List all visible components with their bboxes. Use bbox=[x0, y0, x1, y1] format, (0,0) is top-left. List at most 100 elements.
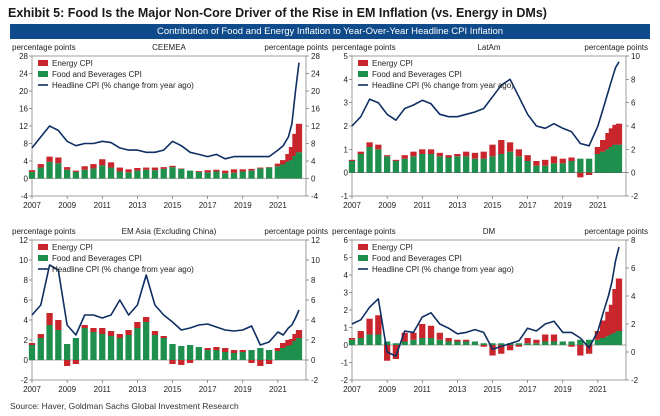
energy-bar bbox=[357, 331, 364, 338]
left-tick-label: 12 bbox=[19, 236, 28, 245]
right-tick-label: 24 bbox=[311, 70, 320, 79]
right-tick-label: 8 bbox=[311, 276, 316, 285]
x-tick-label: 2013 bbox=[448, 385, 466, 394]
legend-label-headline: Headline CPI (% change from year ago) bbox=[52, 81, 194, 90]
food-bar bbox=[348, 161, 356, 173]
food-bar bbox=[186, 345, 194, 360]
food-bar bbox=[72, 171, 80, 179]
food-bar bbox=[280, 164, 287, 179]
legend-label-energy: Energy CPI bbox=[52, 243, 93, 252]
energy-bar bbox=[81, 166, 88, 170]
legend-label-headline: Headline CPI (% change from year ago) bbox=[52, 265, 194, 274]
left-tick-label: -1 bbox=[341, 359, 349, 368]
food-bar bbox=[585, 339, 593, 345]
x-tick-label: 2017 bbox=[199, 201, 217, 210]
energy-bar bbox=[116, 167, 123, 172]
food-bar bbox=[615, 331, 623, 345]
energy-bar bbox=[125, 330, 132, 335]
energy-bar bbox=[533, 339, 540, 344]
right-tick-label: 4 bbox=[311, 157, 316, 166]
headline-cpi-line bbox=[31, 62, 300, 160]
energy-bar bbox=[143, 167, 150, 170]
food-bar bbox=[366, 334, 373, 345]
food-bar bbox=[357, 154, 364, 173]
left-tick-label: 8 bbox=[24, 140, 29, 149]
energy-bar bbox=[169, 165, 176, 168]
food-bar bbox=[107, 336, 115, 360]
food-bar bbox=[568, 341, 575, 345]
food-bar bbox=[498, 154, 505, 173]
left-tick-label: -1 bbox=[341, 192, 349, 201]
energy-bar bbox=[585, 345, 593, 354]
food-bar bbox=[292, 341, 299, 360]
food-bar bbox=[392, 161, 400, 173]
energy-bar bbox=[28, 343, 36, 345]
right-tick-label: -2 bbox=[631, 376, 639, 385]
energy-bar bbox=[454, 154, 461, 157]
panel-em-asia: EM Asia (Excluding China) percentage poin… bbox=[10, 224, 330, 396]
energy-bar bbox=[410, 332, 417, 340]
left-tick-label: 3 bbox=[344, 99, 349, 108]
energy-bar bbox=[274, 163, 282, 167]
energy-bar bbox=[55, 320, 62, 330]
legend-swatch-energy bbox=[38, 60, 48, 66]
energy-bar bbox=[498, 345, 505, 354]
energy-bar bbox=[178, 360, 185, 365]
food-bar bbox=[594, 154, 602, 173]
energy-bar bbox=[230, 169, 238, 173]
food-bar bbox=[46, 325, 53, 360]
food-bar bbox=[134, 328, 141, 360]
food-bar bbox=[427, 338, 435, 345]
food-bar bbox=[280, 348, 287, 360]
energy-bar bbox=[204, 348, 211, 350]
food-bar bbox=[46, 161, 53, 179]
food-bar bbox=[533, 343, 540, 345]
food-bar bbox=[392, 343, 400, 345]
plot-frame bbox=[31, 239, 307, 381]
food-bar bbox=[213, 350, 220, 360]
left-tick-label: 1 bbox=[344, 324, 349, 333]
food-bar bbox=[524, 161, 531, 173]
food-bar bbox=[608, 147, 616, 173]
food-bar bbox=[383, 341, 391, 345]
energy-bar bbox=[445, 338, 452, 342]
energy-bar bbox=[615, 123, 623, 145]
energy-bar bbox=[401, 155, 408, 159]
chart-banner: Contribution of Food and Energy Inflatio… bbox=[10, 24, 650, 39]
energy-bar bbox=[292, 133, 299, 156]
energy-bar bbox=[445, 155, 452, 158]
food-bar bbox=[222, 173, 229, 179]
food-bar bbox=[72, 338, 80, 360]
x-tick-label: 2019 bbox=[554, 385, 572, 394]
panel-dm: DM percentage points percentage points -2 -1… bbox=[330, 224, 650, 396]
energy-bar bbox=[515, 149, 523, 157]
chart-dm: DM percentage points percentage points -2 -1… bbox=[332, 227, 648, 394]
food-bar bbox=[239, 171, 246, 179]
food-bar bbox=[436, 156, 443, 173]
legend-label-headline: Headline CPI (% change from year ago) bbox=[372, 81, 514, 90]
energy-bar bbox=[401, 332, 408, 342]
food-bar bbox=[37, 338, 44, 360]
food-bar bbox=[81, 169, 88, 179]
legend-label-energy: Energy CPI bbox=[372, 59, 413, 68]
energy-bar bbox=[480, 151, 487, 159]
food-bar bbox=[90, 332, 97, 360]
legend-swatch-energy bbox=[38, 244, 48, 250]
x-tick-label: 2013 bbox=[128, 385, 146, 394]
energy-bar bbox=[99, 159, 106, 166]
food-bar bbox=[265, 167, 273, 179]
energy-bar bbox=[615, 278, 623, 331]
food-bar bbox=[107, 167, 115, 179]
food-bar bbox=[37, 167, 44, 179]
x-tick-label: 2021 bbox=[269, 385, 287, 394]
energy-bar bbox=[608, 128, 616, 147]
legend-swatch-food bbox=[38, 71, 48, 77]
food-bar bbox=[612, 332, 619, 345]
food-bar bbox=[436, 339, 443, 345]
x-tick-label: 2007 bbox=[23, 201, 41, 210]
energy-bar bbox=[375, 315, 382, 335]
panel-ceemea: CEEMEA percentage points percentage points… bbox=[10, 40, 330, 212]
food-bar bbox=[401, 341, 408, 345]
left-tick-label: 24 bbox=[19, 70, 28, 79]
energy-bar bbox=[348, 159, 356, 161]
